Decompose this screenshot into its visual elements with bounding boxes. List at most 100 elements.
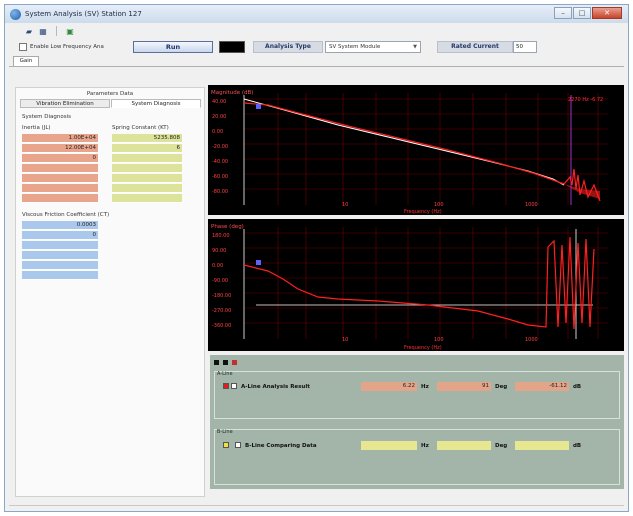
readout-label: 2270 Hz -6.72 [568, 97, 603, 103]
viscous-cell[interactable] [22, 251, 98, 260]
toolbar: ▰ ▦ ▣ [5, 24, 628, 38]
b-deg-value[interactable] [437, 441, 491, 450]
hz-unit-label: Hz [421, 443, 429, 449]
y-tick-label: 0.00 [212, 129, 223, 135]
phase-grid [244, 227, 608, 339]
b-line-color-icon[interactable] [223, 442, 229, 448]
deg-unit-label: Deg [495, 384, 508, 390]
toolbar-divider [56, 26, 57, 36]
magnitude-title: Magnitude (dB) [211, 90, 253, 96]
phase-title: Phase (deg) [211, 224, 244, 230]
maximize-button[interactable]: □ [573, 7, 591, 19]
x-tick-label: 100 [434, 202, 444, 208]
a-line-color-icon[interactable] [223, 383, 229, 389]
minimize-button[interactable]: – [554, 7, 572, 19]
x-axis-label: Frequency (Hz) [404, 345, 442, 351]
magnitude-plot: Magnitude (dB) 40.00 20.00 0.00 -20.00 -… [211, 90, 608, 215]
x-tick-label: 1000 [525, 337, 538, 343]
inertia-cell[interactable] [22, 174, 98, 183]
a-cursor-marker[interactable] [256, 260, 261, 265]
low-frequency-checkbox[interactable] [19, 43, 27, 51]
magnitude-curve [243, 102, 601, 202]
db-unit-label: dB [573, 443, 582, 449]
tab-divider [9, 66, 624, 67]
a-hz-value[interactable]: 6.22 [361, 382, 417, 391]
tab-system-diagnosis[interactable]: System Diagnosis [111, 99, 201, 108]
inertia-cell[interactable] [22, 194, 98, 203]
magnitude-noise [564, 184, 600, 199]
viscous-cell[interactable]: 0.0003 [22, 221, 98, 230]
viscous-cell[interactable]: 0 [22, 231, 98, 240]
spring-cell[interactable] [112, 174, 182, 183]
rated-current-input[interactable]: 50 [513, 41, 537, 53]
legend-square-icon[interactable] [214, 360, 219, 365]
hz-unit-label: Hz [421, 384, 429, 390]
y-tick-label: -20.00 [212, 144, 228, 150]
b-line-checkbox[interactable] [235, 442, 241, 448]
phase-plot: Phase (deg) 180.00 90.00 0.00 -90.00 -18… [211, 224, 608, 351]
phase-graph[interactable]: Phase (deg) 180.00 90.00 0.00 -90.00 -18… [208, 219, 624, 351]
reference-curve [243, 98, 565, 186]
chevron-down-icon: ▼ [413, 44, 417, 50]
b-line-label: B-Line Comparing Data [245, 443, 317, 449]
legend-square-icon[interactable] [223, 360, 228, 365]
spring-cell[interactable] [112, 154, 182, 163]
analysis-type-select[interactable]: SV System Module ▼ [325, 41, 421, 53]
close-button[interactable]: ✕ [592, 7, 622, 19]
y-tick-label: -60.00 [212, 174, 228, 180]
parameters-title: Parameters Data [86, 91, 134, 97]
b-hz-value[interactable] [361, 441, 417, 450]
b-db-value[interactable] [515, 441, 569, 450]
spring-cell[interactable]: 5235.808 [112, 134, 182, 143]
viscous-cell[interactable] [22, 271, 98, 280]
open-icon[interactable]: ▰ [25, 26, 33, 36]
y-tick-label: -270.00 [212, 308, 231, 314]
color-swatch[interactable] [219, 41, 245, 53]
save-icon[interactable]: ▦ [39, 26, 47, 36]
y-tick-label: 20.00 [212, 114, 226, 120]
main-tabs: Gain [13, 56, 39, 66]
spring-cell[interactable]: 6 [112, 144, 182, 153]
spring-cell[interactable] [112, 184, 182, 193]
inertia-cell[interactable] [22, 164, 98, 173]
magnitude-graph[interactable]: Magnitude (dB) 40.00 20.00 0.00 -20.00 -… [208, 85, 624, 215]
inertia-cell[interactable]: 0 [22, 154, 98, 163]
a-cursor-marker[interactable] [256, 104, 261, 109]
y-tick-label: -40.00 [212, 159, 228, 165]
export-icon[interactable]: ▣ [66, 26, 74, 36]
deg-unit-label: Deg [495, 443, 508, 449]
viscous-cell[interactable] [22, 261, 98, 270]
x-tick-label: 100 [434, 337, 444, 343]
parameters-panel: Parameters Data Vibration Elimination Sy… [15, 87, 205, 497]
tab-vibration-elimination[interactable]: Vibration Elimination [20, 99, 110, 108]
db-unit-label: dB [573, 384, 582, 390]
analysis-type-value: SV System Module [329, 44, 381, 50]
inertia-cell[interactable]: 1.00E+04 [22, 134, 98, 143]
magnitude-grid [244, 93, 608, 205]
options-row: Enable Low Frequency Ana Run Analysis Ty… [5, 39, 628, 55]
window-title: System Analysis (SV) Station 127 [25, 10, 142, 18]
inertia-cell[interactable]: 12.00E+04 [22, 144, 98, 153]
a-line-checkbox[interactable] [231, 383, 237, 389]
a-line-label: A-Line Analysis Result [241, 384, 310, 390]
section-title: System Diagnosis [22, 114, 71, 120]
a-line-title: A-Line [217, 371, 233, 377]
a-db-value[interactable]: -61.12 [515, 382, 569, 391]
rated-current-label: Rated Current [437, 41, 513, 53]
app-window: System Analysis (SV) Station 127 – □ ✕ ▰… [4, 4, 629, 512]
inertia-cell[interactable] [22, 184, 98, 193]
viscous-friction-label: Viscous Friction Coefficient (CT) [22, 212, 110, 218]
legend-square-icon[interactable] [232, 360, 237, 365]
a-deg-value[interactable]: 91 [437, 382, 491, 391]
run-button[interactable]: Run [133, 41, 213, 53]
tab-gain[interactable]: Gain [13, 56, 39, 66]
y-tick-label: -360.00 [212, 323, 231, 329]
b-line-title: B-Line [217, 429, 233, 435]
title-bar: System Analysis (SV) Station 127 – □ ✕ [5, 5, 628, 23]
status-bar [9, 505, 624, 512]
x-tick-label: 1000 [525, 202, 538, 208]
x-tick-label: 10 [342, 202, 348, 208]
spring-cell[interactable] [112, 164, 182, 173]
spring-cell[interactable] [112, 194, 182, 203]
viscous-cell[interactable] [22, 241, 98, 250]
